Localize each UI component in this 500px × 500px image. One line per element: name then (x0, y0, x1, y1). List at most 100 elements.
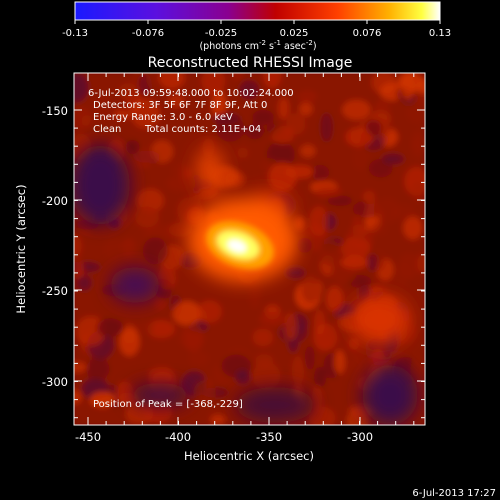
heatmap-texture-blob (125, 140, 140, 154)
heatmap-texture-blob (412, 181, 425, 201)
heatmap-texture-blob (137, 320, 154, 335)
annotation-peak: Position of Peak = [-368,-229] (93, 399, 243, 410)
y-tick-label: -250 (42, 284, 68, 298)
heatmap-texture-blob (118, 82, 139, 101)
x-tick-label: -450 (75, 430, 101, 444)
plot-frame (73, 72, 426, 426)
heatmap-texture-blob (188, 350, 209, 367)
heatmap-texture-blob (135, 206, 159, 228)
heatmap-texture-blob (171, 162, 189, 177)
heatmap-texture-blob (285, 267, 305, 278)
heatmap-texture-blob (382, 153, 404, 165)
heatmap-texture-blob (325, 286, 344, 313)
chart-title: Reconstructed RHESSI Image (148, 55, 353, 71)
annotation-energy: Energy Range: 3.0 - 6.0 keV (93, 112, 233, 123)
heatmap-texture-blob (157, 266, 177, 290)
heatmap-texture-blob (417, 253, 425, 274)
heatmap-texture-blob (284, 313, 298, 341)
heatmap-texture-blob (231, 73, 244, 80)
heatmap-texture-blob (320, 112, 333, 142)
heatmap-texture-blob (317, 240, 341, 265)
colorbar-tick-label: -0.13 (62, 28, 88, 39)
heatmap-texture-blob (142, 237, 168, 265)
heatmap-texture-blob (340, 256, 369, 269)
heatmap-texture-blob (410, 355, 425, 385)
heatmap-texture-blob (352, 146, 370, 171)
heatmap-texture-blob (245, 123, 264, 140)
heatmap-texture-blob (248, 280, 262, 309)
colorbar: -0.13 -0.076 -0.025 0.025 0.076 0.13 (ph… (62, 1, 451, 52)
heatmap-texture-blob (197, 300, 222, 323)
y-tick-label: -150 (42, 104, 68, 118)
heatmap-texture-blob (349, 352, 361, 372)
heatmap-texture-blob (168, 94, 185, 108)
heatmap-texture-blob (239, 80, 259, 100)
annotation-detectors: Detectors: 3F 5F 6F 7F 8F 9F, Att 0 (93, 100, 267, 111)
heatmap-texture-blob (112, 108, 131, 120)
heatmap-texture-blob (352, 214, 363, 240)
annotation-time-range: 6-Jul-2013 09:59:48.000 to 10:02:24.000 (88, 88, 294, 99)
heatmap-texture-blob (345, 127, 374, 147)
colorbar-tick-label: 0.025 (280, 28, 309, 39)
source-peak (227, 239, 247, 253)
heatmap-texture-blob (235, 370, 250, 384)
heatmap-texture-blob (97, 318, 124, 337)
heatmap-texture-blob (146, 73, 158, 88)
x-tick-label: -400 (165, 430, 191, 444)
y-axis-label: Heliocentric Y (arcsec) (14, 184, 28, 313)
heatmap-texture-blob (371, 221, 388, 236)
unit-part: ) (313, 41, 317, 52)
heatmap-texture-blob (168, 222, 193, 238)
heatmap-texture-blob (346, 410, 369, 425)
heatmap-texture-blob (304, 345, 315, 371)
heatmap-texture-blob (340, 236, 371, 260)
heatmap-texture-blob (193, 380, 216, 405)
y-tick-label: -200 (42, 194, 68, 208)
heatmap-texture-blob (237, 147, 249, 159)
heatmap-texture-blob (130, 98, 161, 129)
heatmap-image (74, 73, 425, 425)
heatmap-texture-blob (406, 102, 425, 124)
dark-region (74, 145, 130, 225)
heatmap-texture-blob (395, 262, 412, 285)
x-axis-label: Heliocentric X (arcsec) (184, 449, 314, 463)
heatmap-texture-blob (89, 391, 116, 408)
heatmap-texture-blob (268, 162, 297, 192)
heatmap-texture-blob (94, 92, 113, 122)
heatmap-texture-blob (74, 233, 82, 259)
heatmap-texture-blob (201, 73, 226, 95)
bright-region (196, 148, 224, 192)
annotation-method: Clean (93, 124, 121, 135)
heatmap-texture-blob (411, 130, 425, 158)
heatmap-texture-blob (365, 119, 382, 136)
heatmap-texture-blob (210, 414, 226, 425)
heatmap-texture-blob (172, 301, 202, 326)
heatmap-texture-blob (300, 144, 316, 158)
heatmap-texture-blob (125, 403, 154, 425)
y-tick-label: -300 (42, 375, 68, 389)
colorbar-gradient (74, 1, 441, 21)
heatmap-texture-blob (308, 406, 336, 425)
colorbar-ticks (74, 20, 441, 24)
unit-part: (photons cm (199, 41, 259, 52)
heatmap-texture-blob (121, 237, 136, 259)
heatmap-texture-blob (315, 187, 343, 198)
heatmap-texture-blob (134, 148, 153, 168)
heatmap-texture-blob (342, 99, 371, 120)
heatmap-texture-blob (150, 140, 174, 163)
colorbar-tick-label: -0.025 (205, 28, 237, 39)
heatmap-texture-blob (374, 197, 400, 224)
heatmap-texture-blob (271, 125, 294, 145)
heatmap-texture-blob (225, 171, 245, 188)
heatmap-texture-blob (299, 102, 313, 116)
heatmap-texture-blob (259, 312, 286, 327)
unit-part: asec (281, 41, 306, 52)
heatmap-texture-blob (147, 320, 175, 339)
heatmap-texture-blob (401, 73, 415, 101)
colorbar-tick-label: -0.076 (132, 28, 164, 39)
heatmap-texture-blob (327, 195, 353, 206)
dark-region (110, 267, 160, 303)
heatmap-texture-blob (309, 206, 329, 236)
heatmap-texture-blob (166, 175, 196, 192)
